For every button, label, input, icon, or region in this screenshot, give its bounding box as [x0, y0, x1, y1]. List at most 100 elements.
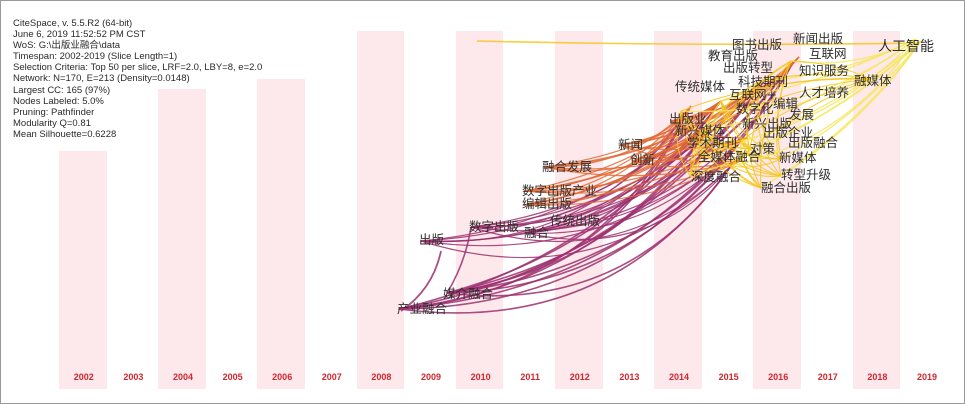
year-label: 2007 — [321, 372, 342, 382]
link — [690, 80, 762, 178]
info-line: Selection Criteria: Top 50 per slice, LR… — [13, 62, 263, 74]
link — [690, 60, 792, 178]
link — [525, 140, 742, 234]
year-label: 2014 — [668, 372, 690, 382]
link — [525, 60, 795, 234]
keyword-label: 融合发展 — [542, 159, 592, 174]
keyword-label: 教育出版 — [708, 48, 759, 63]
year-label: 2012 — [569, 372, 590, 382]
year-stripe — [257, 79, 305, 389]
keyword-label: 产业融合 — [397, 301, 448, 316]
year-label: 2011 — [520, 372, 540, 382]
link — [680, 110, 762, 189]
link — [523, 100, 722, 206]
keyword-label: 人才培养 — [799, 85, 849, 100]
keyword-label: 融合 — [524, 225, 550, 240]
link — [631, 105, 692, 162]
link — [470, 165, 732, 242]
link — [790, 60, 872, 80]
year-label: 2002 — [73, 372, 94, 382]
link — [745, 80, 762, 150]
link — [698, 130, 702, 157]
link — [523, 159, 744, 194]
keyword-label: 编辑出版 — [522, 196, 573, 211]
keyword-label: 融合出版 — [761, 180, 812, 195]
link — [680, 110, 782, 177]
link — [730, 38, 917, 167]
keyword-label: 出版企业 — [763, 125, 813, 140]
year-label: 2013 — [619, 372, 640, 382]
year-stripe — [455, 31, 504, 389]
year-label: 2015 — [718, 372, 739, 382]
info-line: Modularity Q=0.81 — [13, 117, 91, 129]
keyword-label: 新兴出版 — [742, 116, 793, 131]
link — [525, 110, 688, 234]
keyword-label: 创新 — [630, 152, 655, 167]
keyword-label: 出版转型 — [723, 60, 773, 75]
keyword-label: 对策 — [750, 141, 776, 156]
keyword-label: 数字出版产业 — [522, 183, 597, 198]
year-label: 2003 — [123, 372, 144, 382]
keyword-label: 深度融合 — [691, 169, 742, 184]
year-stripe — [158, 89, 206, 389]
info-line: Mean Silhouette=0.6228 — [13, 128, 117, 140]
keyword-label: 数字出版 — [469, 219, 520, 234]
year-label: 2006 — [272, 372, 293, 382]
keyword-label: 媒介融合 — [443, 286, 494, 301]
link — [420, 165, 732, 259]
co-occurrence-links — [398, 38, 922, 314]
link — [446, 165, 732, 297]
keyword-label: 传统媒体 — [675, 79, 726, 94]
year-label: 2008 — [371, 372, 392, 382]
link — [730, 165, 782, 177]
link — [700, 140, 742, 157]
year-label: 2018 — [867, 372, 888, 382]
link — [780, 40, 922, 160]
info-line: Pruning: Pathfinder — [13, 106, 95, 118]
keyword-label: 出版 — [419, 232, 445, 247]
link — [747, 80, 762, 189]
link — [619, 144, 744, 163]
link — [523, 100, 722, 192]
keyword-label: 新兴媒体 — [675, 123, 726, 138]
link — [760, 73, 872, 82]
link — [631, 159, 744, 168]
keyword-label: 全媒体融合 — [698, 149, 761, 164]
link — [676, 110, 692, 178]
keyword-label: 图书出版 — [732, 37, 783, 52]
link — [619, 100, 722, 146]
keyword-label: 知识服务 — [799, 63, 849, 78]
link — [680, 78, 872, 112]
year-label: 2010 — [470, 372, 491, 382]
keyword-label: 新闻 — [618, 137, 643, 152]
keyword-label: 出版业 — [669, 111, 707, 126]
link — [523, 159, 744, 206]
year-stripe — [59, 151, 107, 389]
link — [730, 78, 872, 167]
link — [740, 38, 917, 142]
link — [680, 110, 702, 157]
keyword-label: 融媒体 — [854, 73, 892, 88]
keyword-label: 传统出版 — [550, 213, 601, 228]
keyword-label: 学术期刊 — [687, 135, 737, 150]
keyword-label: 转型升级 — [781, 167, 832, 182]
year-label: 2017 — [817, 372, 838, 382]
link — [700, 60, 792, 157]
link — [700, 130, 762, 189]
keyword-label: 数字化 — [736, 101, 774, 116]
keyword-label: 出版融合 — [788, 135, 839, 150]
year-label: 2016 — [768, 372, 789, 382]
info-line: CiteSpace, v. 5.5.R2 (64-bit) — [13, 18, 133, 29]
link — [523, 105, 692, 206]
link — [619, 137, 748, 151]
year-label: 2019 — [916, 372, 938, 382]
link — [476, 40, 920, 46]
link — [730, 165, 762, 189]
info-line: June 6, 2019 11:52:52 PM CST — [13, 29, 146, 41]
link — [470, 140, 742, 232]
info-line: Largest CC: 165 (97%) — [13, 84, 111, 96]
link — [446, 226, 472, 294]
info-line: Timespan: 2002-2019 (Slice Length=1) — [13, 51, 178, 63]
